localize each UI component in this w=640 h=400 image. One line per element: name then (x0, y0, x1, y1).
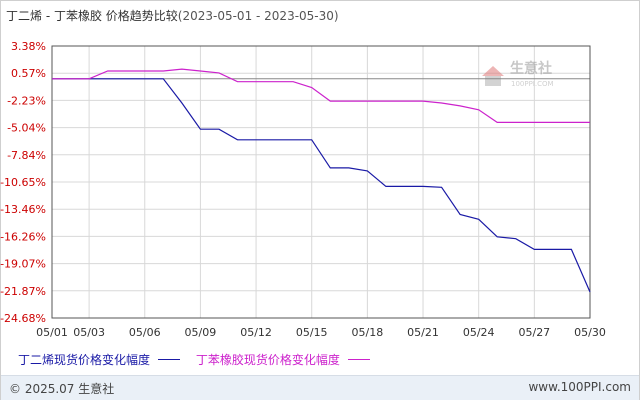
legend-item-series1: 丁二烯现货价格变化幅度 (18, 351, 186, 368)
y-tick-label: -16.26% (0, 230, 46, 243)
x-tick-labels: 05/01 05/03 05/06 05/09 05/12 05/15 05/18 05/21… (36, 326, 606, 339)
x-tick-label: 05/27 (518, 326, 550, 339)
legend-swatch-series1 (158, 359, 181, 360)
x-tick-label: 05/18 (352, 326, 384, 339)
title-date-range: (2023-05-01 - 2023-05-30) (177, 9, 339, 23)
y-tick-labels: 3.38% 0.57% -2.23% -5.04% -7.84% -10.65% -13.4… (0, 40, 46, 325)
legend-label-series1: 丁二烯现货价格变化幅度 (18, 353, 151, 367)
x-tick-label: 05/06 (129, 326, 161, 339)
title-text: 丁二烯 - 丁苯橡胶 价格趋势比较 (6, 9, 178, 23)
y-tick-label: -7.84% (7, 149, 46, 162)
x-tick-label: 05/12 (240, 326, 272, 339)
legend-label-series2: 丁苯橡胶现货价格变化幅度 (195, 353, 340, 367)
x-tick-label: 05/15 (296, 326, 328, 339)
series-line-2 (52, 68, 590, 124)
x-tick-label: 05/01 (36, 326, 68, 339)
y-tick-label: -5.04% (7, 122, 46, 135)
site-url-link[interactable]: www.100PPI.com (528, 380, 631, 394)
y-tick-label: -24.68% (0, 312, 46, 325)
copyright-text: © 2025.07 生意社 (9, 382, 115, 396)
x-tick-label: 05/24 (463, 326, 495, 339)
chart-title: 丁二烯 - 丁苯橡胶 价格趋势比较(2023-05-01 - 2023-05-3… (6, 7, 339, 24)
footer-bar: © 2025.07 生意社 www.100PPI.com (1, 375, 639, 400)
y-tick-label: 3.38% (11, 40, 46, 53)
y-tick-label: -19.07% (0, 258, 46, 271)
legend: 丁二烯现货价格变化幅度 丁苯橡胶现货价格变化幅度 (18, 351, 382, 368)
y-tick-label: -21.87% (0, 285, 46, 298)
series-line-1 (52, 78, 591, 293)
y-tick-label: -10.65% (0, 176, 46, 189)
x-tick-label: 05/03 (73, 326, 105, 339)
watermark-logo: 生意社 100PPI.COM (482, 60, 554, 88)
legend-swatch-series2 (347, 359, 370, 360)
x-tick-label: 05/09 (185, 326, 217, 339)
x-tick-label: 05/21 (407, 326, 439, 339)
y-tick-label: 0.57% (11, 67, 46, 80)
y-tick-label: -13.46% (0, 203, 46, 216)
watermark-url: 100PPI.COM (511, 80, 554, 88)
grid-layer (51, 45, 591, 319)
x-tick-label: 05/30 (574, 326, 606, 339)
plot-border (51, 45, 591, 319)
y-tick-label: -2.23% (7, 94, 46, 107)
watermark-brand: 生意社 (510, 60, 552, 77)
series-layer (52, 68, 591, 293)
legend-item-series2: 丁苯橡胶现货价格变化幅度 (196, 351, 376, 368)
house-icon (482, 66, 504, 86)
